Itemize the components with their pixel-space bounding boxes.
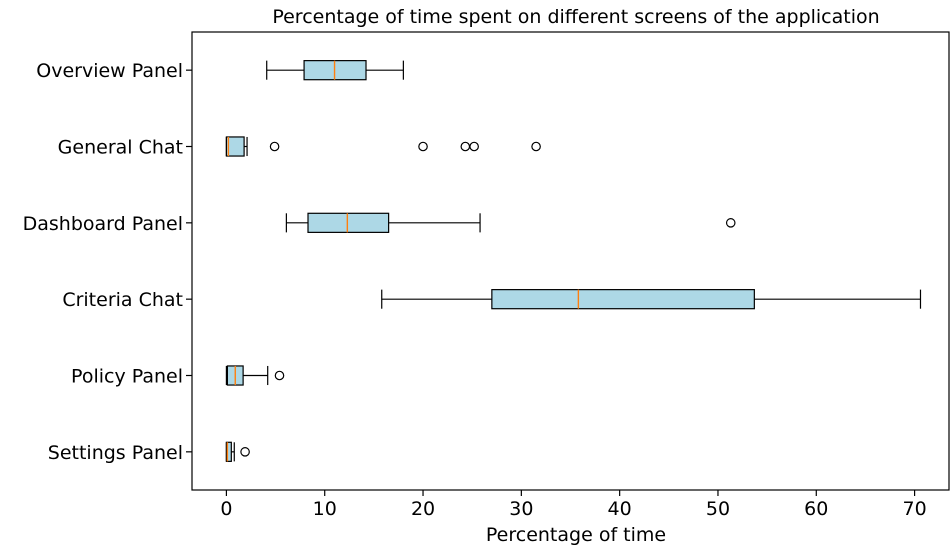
x-tick-label: 50 (706, 498, 730, 520)
outlier-point (418, 141, 428, 152)
axes-frame (191, 31, 950, 491)
plot-area (225, 60, 922, 462)
chart-title: Percentage of time spent on different sc… (272, 6, 879, 28)
x-tick-label: 60 (804, 498, 828, 520)
iqr-box (225, 441, 232, 462)
y-tick-label: General Chat (58, 137, 183, 159)
x-tick-label: 0 (220, 498, 232, 520)
x-axis-label: Percentage of time (486, 524, 666, 546)
x-axis: 0 10 20 30 40 50 60 70 (220, 490, 927, 520)
box-group-dashboard-panel (285, 212, 736, 233)
box-group-overview-panel (266, 60, 404, 81)
x-tick-label: 20 (411, 498, 435, 520)
iqr-box (307, 212, 390, 233)
x-tick-label: 30 (509, 498, 533, 520)
box-group-criteria-chat (381, 289, 922, 310)
outlier-point (531, 141, 541, 152)
y-tick-label: Overview Panel (36, 60, 183, 82)
x-tick-label: 70 (902, 498, 926, 520)
y-tick-label: Dashboard Panel (23, 213, 183, 235)
iqr-box (491, 289, 755, 310)
box-group-settings-panel (225, 441, 250, 462)
box-group-policy-panel (225, 365, 285, 386)
outlier-point (274, 370, 285, 381)
outlier-point (460, 141, 471, 152)
x-tick-label: 40 (608, 498, 632, 520)
outlier-point (469, 141, 479, 152)
y-tick-label: Criteria Chat (62, 289, 183, 311)
outlier-point (725, 218, 736, 228)
y-axis: Overview Panel General Chat Dashboard Pane… (23, 60, 192, 464)
y-tick-label: Policy Panel (71, 366, 183, 388)
outlier-point (269, 141, 280, 152)
iqr-box (225, 136, 245, 157)
x-tick-label: 10 (313, 498, 337, 520)
outlier-point (240, 447, 250, 457)
box-group-general-chat (225, 136, 541, 157)
y-tick-label: Settings Panel (48, 442, 183, 464)
